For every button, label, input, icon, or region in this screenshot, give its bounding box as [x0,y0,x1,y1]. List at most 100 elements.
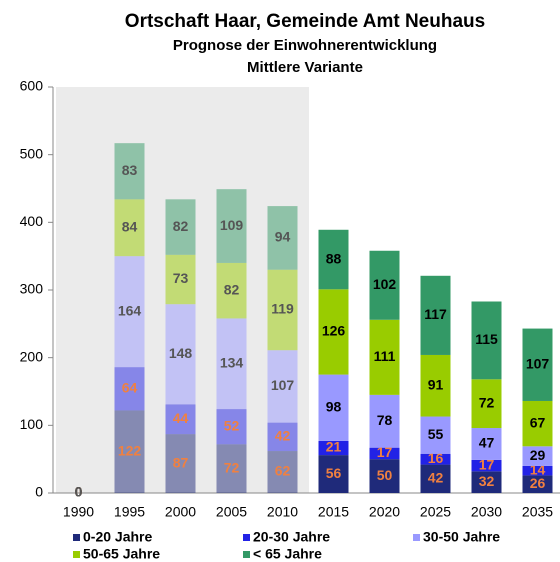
bar-segment [165,404,196,435]
value-label: 64 [122,379,138,395]
bar-segment [369,250,400,320]
legend-label: 0-20 Jahre [83,529,152,545]
bar-segment [522,328,553,401]
value-label: 126 [322,323,346,339]
bar-segment [318,455,349,493]
x-tick-label: 1990 [63,504,94,520]
value-label: 52 [224,417,240,433]
legend-swatch [243,551,250,558]
bar-segment [420,354,451,417]
value-label: 115 [475,331,498,347]
bar-segment [471,379,502,429]
value-label: 78 [377,412,393,428]
value-label: 94 [275,229,291,245]
x-tick-label: 1995 [114,504,145,520]
x-tick-label: 2005 [216,504,247,520]
y-tick-label: 0 [35,484,43,500]
legend-swatch [73,534,80,541]
x-tick-label: 2035 [522,504,553,520]
bar-segment [318,374,349,441]
bar-segment [216,262,247,319]
value-label: 109 [220,217,244,233]
bar-segment [318,289,349,375]
value-label: 67 [530,414,546,430]
value-label: 88 [326,250,342,266]
bar-segment [471,459,502,472]
value-label: 83 [122,162,138,178]
bar-segment [369,394,400,448]
bar-segment [216,189,247,263]
value-label: 62 [275,463,291,479]
bar-segment [114,143,145,200]
chart-subtitle: Prognose der Einwohnerentwicklung [173,37,437,54]
value-label: 122 [118,442,142,458]
value-label: 82 [224,281,240,297]
legend-label: 30-50 Jahre [423,529,500,545]
bar-segment [165,199,196,255]
value-label: 16 [428,450,444,466]
chart-title: Ortschaft Haar, Gemeinde Amt Neuhaus [125,11,485,32]
value-label: 91 [428,376,444,392]
value-label: 26 [530,475,546,491]
chart-subtitle: Mittlere Variante [247,59,363,76]
bar-segment [267,451,298,493]
value-label: 72 [479,394,495,410]
value-label: 73 [173,270,189,286]
value-label: 84 [122,218,138,234]
x-tick-label: 2030 [471,504,502,520]
bar-segment [267,422,298,452]
bar-segment [267,269,298,351]
x-tick-label: 2020 [369,504,400,520]
value-label: 0 [75,484,83,500]
value-label: 21 [326,439,342,455]
value-label: 17 [479,456,495,472]
bar-segment [471,301,502,380]
value-label: 117 [424,306,447,322]
bar-segment [522,400,553,447]
y-tick-label: 100 [20,416,44,432]
value-label: 98 [326,398,342,414]
x-tick-label: 2015 [318,504,349,520]
value-label: 29 [530,447,546,463]
bar-segment [267,350,298,423]
bar-segment [318,440,349,456]
y-tick-label: 300 [20,281,44,297]
bar-segment [165,304,196,405]
legend-swatch [243,534,250,541]
bar-segment [522,475,553,493]
value-label: 0 [75,484,83,500]
value-label: 55 [428,426,444,442]
bar-segment [471,471,502,493]
bar-segment [420,453,451,465]
bar-segment [522,465,553,476]
legend-swatch [73,551,80,558]
bar-segment [522,446,553,466]
y-tick-label: 400 [20,213,44,229]
y-tick-label: 200 [20,348,44,364]
value-label: 107 [526,355,550,371]
bar-segment [114,199,145,257]
x-tick-label: 2025 [420,504,451,520]
value-label: 47 [479,435,495,451]
bar-segment [216,318,247,410]
x-tick-label: 2010 [267,504,298,520]
legend-label: < 65 Jahre [253,546,322,562]
bar-segment [165,434,196,493]
bar-segment [369,319,400,395]
value-label: 32 [479,473,495,489]
bar-segment [165,254,196,305]
value-label: 17 [377,444,393,460]
value-label: 148 [169,345,193,361]
bar-segment [114,256,145,368]
value-label: 102 [373,276,397,292]
bar-segment [267,206,298,270]
value-label: 164 [118,302,142,318]
y-tick-label: 600 [20,78,44,94]
bar-segment [318,229,349,290]
bar-segment [471,428,502,460]
value-label: 0 [75,484,83,500]
bar-segment [420,275,451,355]
value-label: 0 [75,484,83,500]
value-label: 82 [173,218,189,234]
